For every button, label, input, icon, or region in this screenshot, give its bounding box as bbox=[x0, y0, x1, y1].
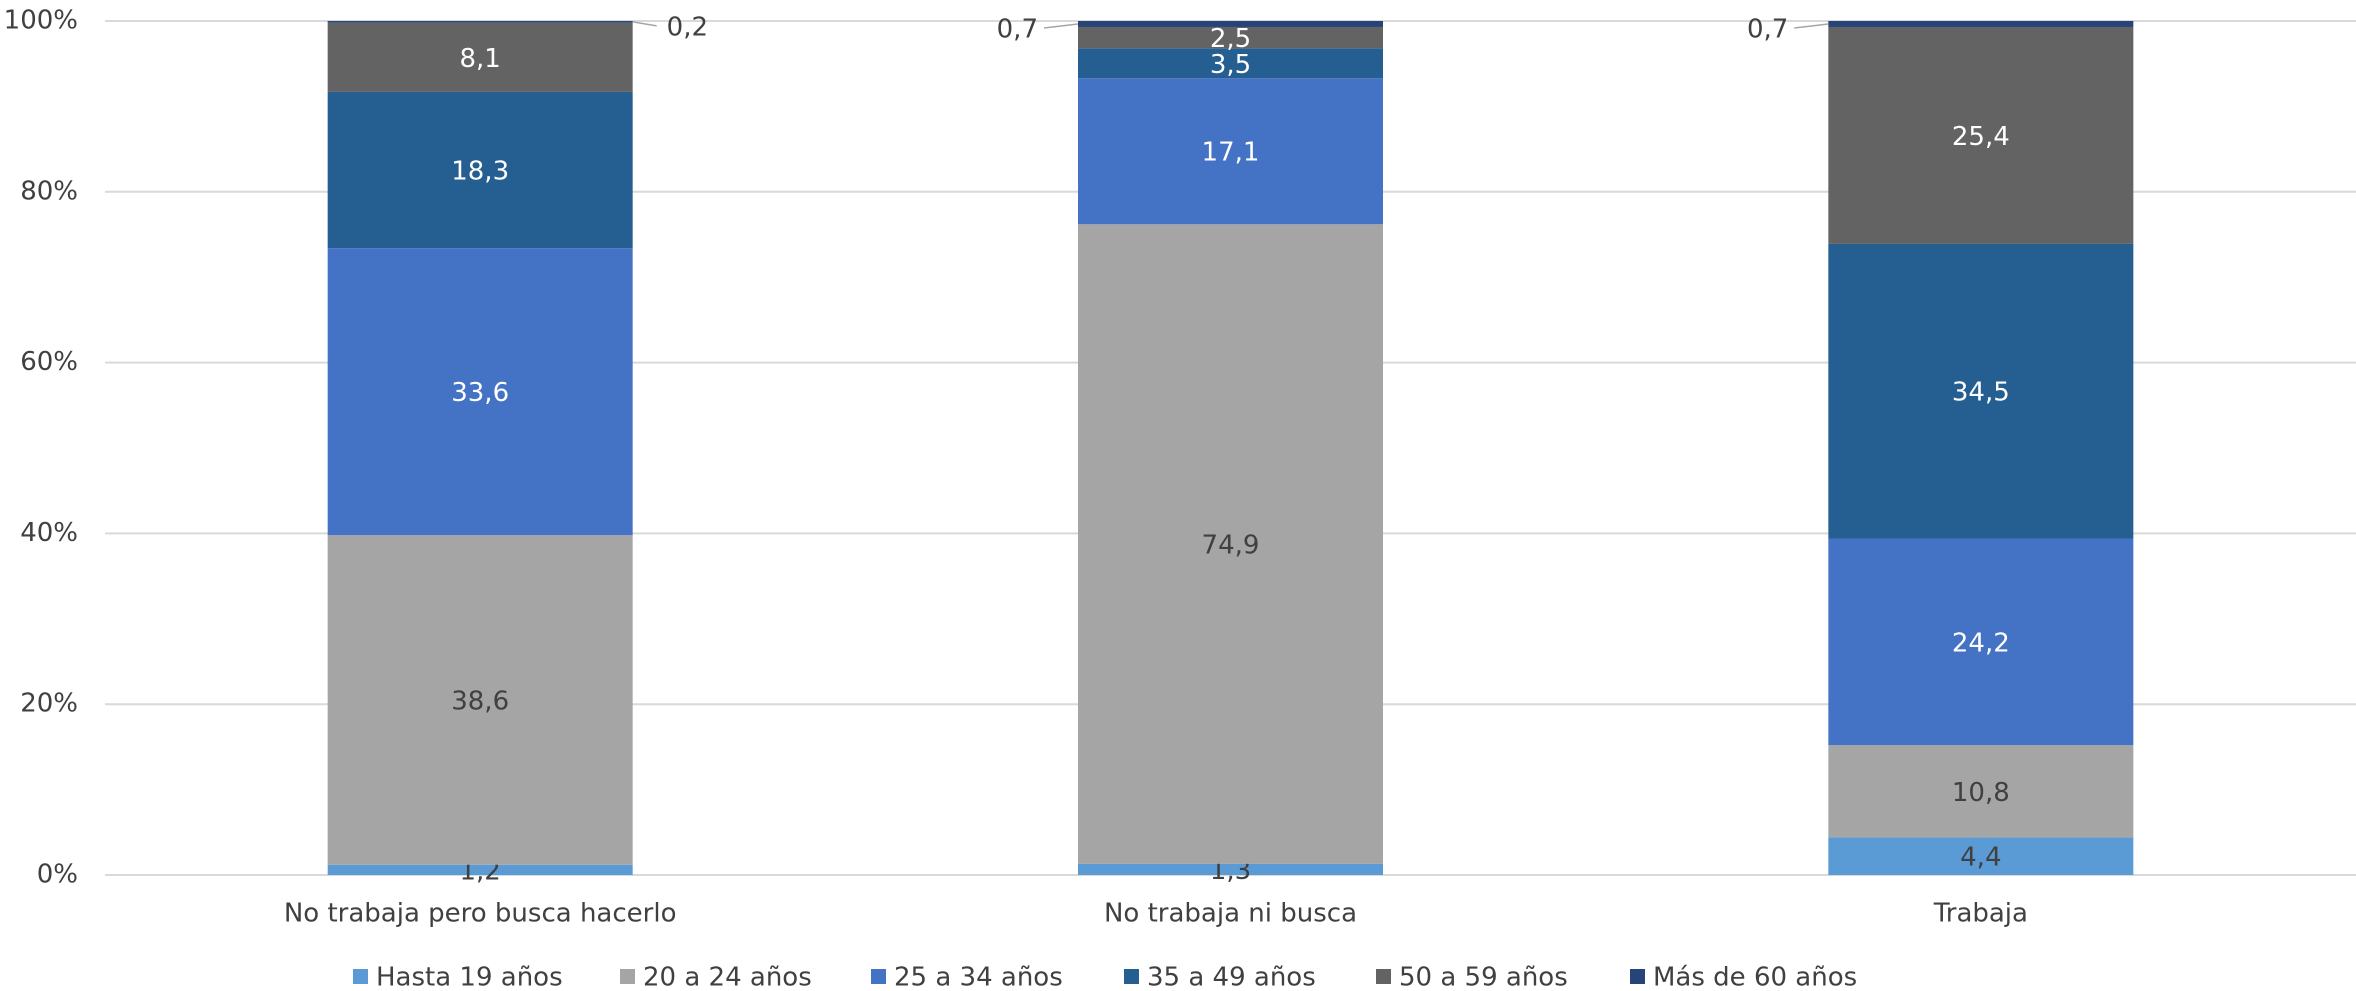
value-label: 0,7 bbox=[997, 14, 1038, 44]
legend-marker bbox=[353, 969, 368, 984]
bar-segment bbox=[1078, 78, 1383, 225]
bar-segment bbox=[1828, 837, 2134, 875]
legend-label: 35 a 49 años bbox=[1147, 963, 1316, 991]
value-label: 10,8 bbox=[1952, 778, 2010, 808]
value-label: 33,6 bbox=[451, 378, 509, 408]
bar-segment bbox=[1078, 863, 1383, 875]
legend-label: Más de 60 años bbox=[1653, 963, 1857, 991]
value-label: 74,9 bbox=[1202, 531, 1260, 561]
bar-segment bbox=[1828, 243, 2134, 539]
bar-segment bbox=[1828, 745, 2134, 838]
x-tick-label: No trabaja ni busca bbox=[1104, 899, 1357, 929]
value-label: 24,2 bbox=[1952, 628, 2010, 658]
value-label: 2,5 bbox=[1210, 24, 1251, 54]
x-tick-label: Trabaja bbox=[1933, 899, 2028, 929]
bar-segment bbox=[327, 91, 633, 249]
bar-segment bbox=[327, 535, 633, 865]
y-tick-label: 100% bbox=[4, 6, 78, 36]
bar-segment bbox=[1078, 21, 1383, 27]
y-tick-label: 0% bbox=[37, 860, 78, 890]
bar-segment bbox=[327, 21, 633, 23]
legend-marker bbox=[871, 969, 886, 984]
bar-segment bbox=[1078, 26, 1383, 49]
y-tick-label: 60% bbox=[20, 347, 78, 377]
value-label: 8,1 bbox=[459, 44, 500, 74]
bar-segment bbox=[1828, 21, 2134, 27]
bar-segment bbox=[327, 22, 633, 92]
legend-label: 25 a 34 años bbox=[894, 963, 1063, 991]
value-label: 0,2 bbox=[667, 12, 708, 42]
value-label: 18,3 bbox=[451, 157, 509, 187]
y-tick-label: 20% bbox=[20, 689, 78, 719]
y-tick-label: 80% bbox=[20, 176, 78, 206]
legend-marker bbox=[1630, 969, 1645, 984]
legend-marker bbox=[620, 969, 635, 984]
value-label: 34,5 bbox=[1952, 378, 2010, 408]
bar-segment bbox=[327, 864, 633, 875]
value-label: 17,1 bbox=[1202, 138, 1260, 168]
bar-segment bbox=[1078, 48, 1383, 79]
value-label: 38,6 bbox=[451, 686, 509, 716]
value-label: 0,7 bbox=[1747, 14, 1788, 44]
bar-segment bbox=[327, 248, 633, 536]
legend-label: 20 a 24 años bbox=[643, 963, 812, 991]
bar-segment bbox=[1828, 538, 2134, 746]
bar-segment bbox=[1828, 26, 2134, 244]
leader-line bbox=[1794, 23, 1829, 29]
value-label: 25,4 bbox=[1952, 122, 2010, 152]
value-label: 4,4 bbox=[1960, 843, 2001, 873]
legend-label: 50 a 59 años bbox=[1399, 963, 1568, 991]
bar-segment bbox=[1078, 224, 1383, 864]
x-tick-label: No trabaja pero busca hacerlo bbox=[284, 899, 677, 929]
y-tick-label: 40% bbox=[20, 518, 78, 548]
legend-label: Hasta 19 años bbox=[376, 963, 563, 991]
value-label: 3,5 bbox=[1210, 50, 1251, 80]
legend-marker bbox=[1124, 969, 1139, 984]
leader-line bbox=[1043, 23, 1079, 29]
legend-marker bbox=[1376, 969, 1391, 984]
leader-line bbox=[632, 21, 657, 27]
